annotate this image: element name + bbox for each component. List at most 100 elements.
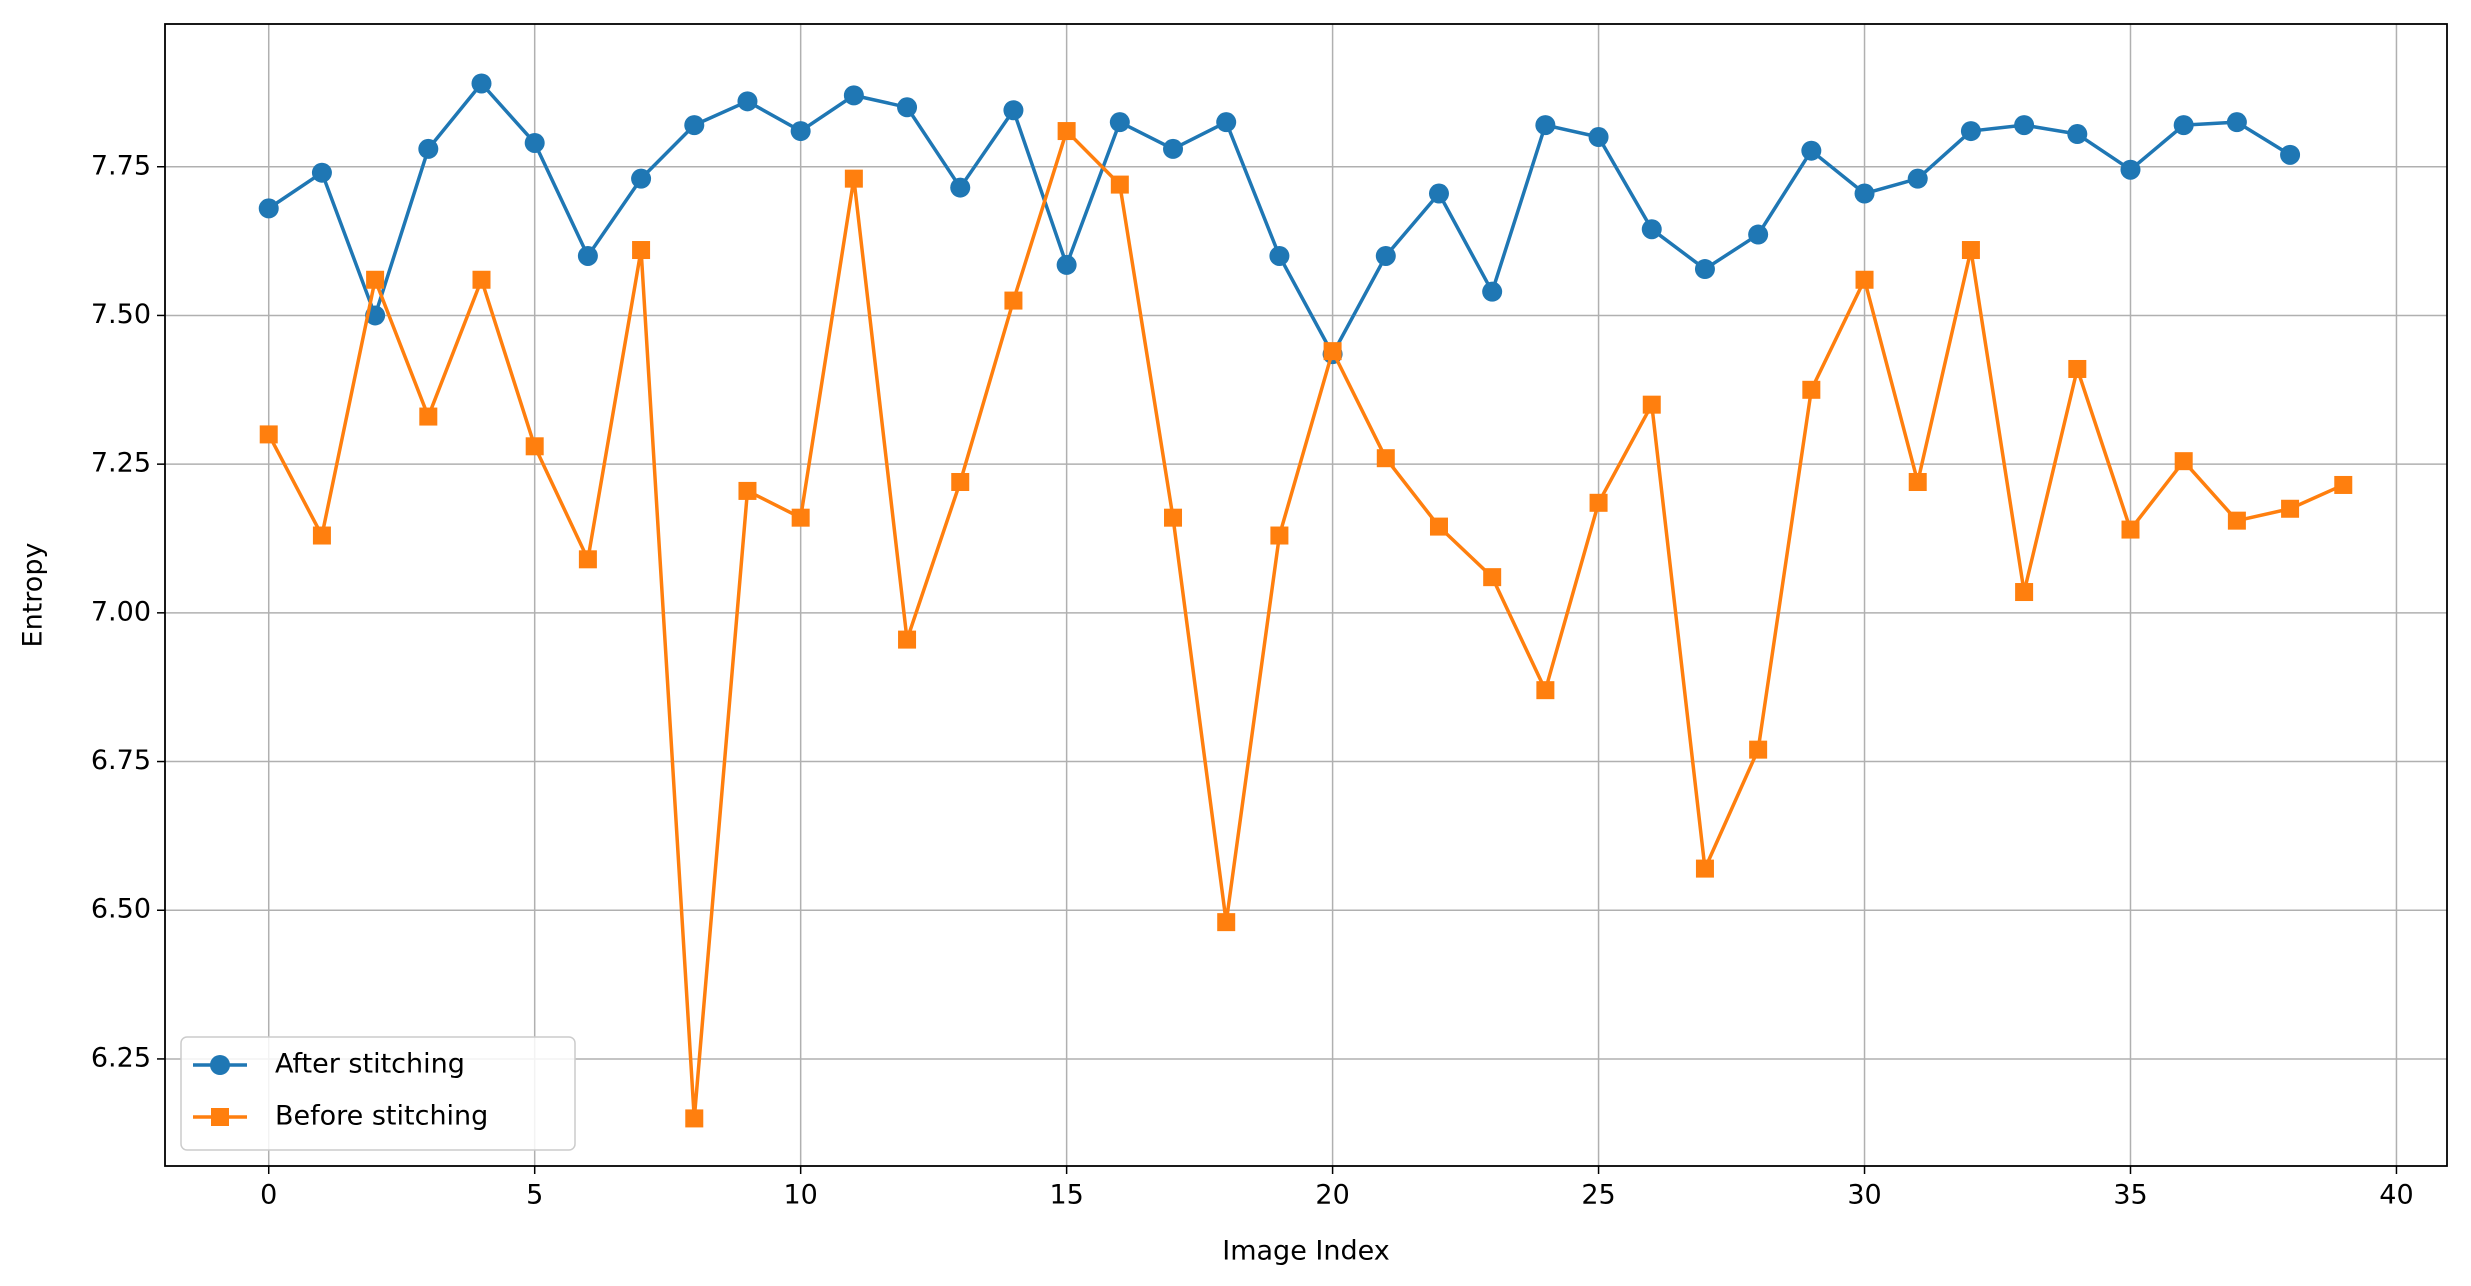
x-tick-label: 30 (1847, 1180, 1881, 1211)
marker (2014, 115, 2035, 136)
marker (1588, 127, 1609, 148)
marker (1163, 138, 1184, 159)
legend-marker (210, 1055, 230, 1075)
marker (472, 270, 491, 289)
marker (1216, 112, 1237, 133)
marker (2226, 112, 2247, 133)
x-tick-label: 35 (2113, 1180, 2147, 1211)
marker (2121, 520, 2140, 539)
marker (2173, 115, 2194, 136)
marker (1960, 121, 1981, 142)
y-tick-label: 7.75 (91, 150, 151, 181)
marker (366, 270, 385, 289)
series-line (267, 81, 2291, 356)
marker (419, 407, 438, 426)
marker (2015, 583, 2034, 602)
marker (1694, 259, 1715, 280)
y-tick-label: 6.75 (91, 745, 151, 776)
marker (2068, 359, 2087, 378)
marker (524, 132, 545, 153)
marker (1428, 183, 1449, 204)
y-tick-label: 7.25 (91, 448, 151, 479)
marker (1907, 168, 1928, 189)
marker (418, 138, 439, 159)
marker (684, 115, 705, 136)
plot-frame (164, 23, 2448, 1167)
marker (2281, 499, 2300, 518)
legend-label: After stitching (275, 1049, 465, 1080)
marker (631, 168, 652, 189)
marker (1376, 449, 1395, 468)
marker (577, 245, 598, 266)
marker (1057, 122, 1076, 141)
x-tick-label: 40 (2379, 1180, 2413, 1211)
marker (1854, 183, 1875, 204)
marker (1269, 245, 1290, 266)
marker (311, 162, 332, 183)
x-tick-label: 20 (1315, 1180, 1349, 1211)
marker (1855, 270, 1874, 289)
marker (685, 1109, 704, 1128)
marker (1589, 493, 1608, 512)
marker (737, 91, 758, 112)
marker (843, 85, 864, 106)
marker (2227, 511, 2246, 530)
marker (844, 169, 863, 188)
marker (1695, 859, 1714, 878)
marker (258, 198, 279, 219)
marker (1110, 175, 1129, 194)
marker (1323, 342, 1342, 361)
x-tick-label: 25 (1581, 1180, 1615, 1211)
marker (2067, 124, 2088, 145)
marker (1748, 224, 1769, 245)
series-line (267, 129, 2344, 1121)
marker (471, 73, 492, 94)
x-tick-label: 15 (1049, 1180, 1083, 1211)
marker (1429, 517, 1448, 536)
marker (1535, 115, 1556, 136)
marker (791, 508, 810, 527)
legend-box (180, 1036, 576, 1151)
x-tick-label: 0 (260, 1180, 277, 1211)
marker (738, 481, 757, 500)
marker (259, 425, 278, 444)
marker (1802, 380, 1821, 399)
marker (1217, 913, 1236, 932)
marker (1483, 568, 1502, 587)
marker (1375, 245, 1396, 266)
marker (312, 526, 331, 545)
marker (2334, 475, 2353, 494)
marker (897, 97, 918, 118)
marker (525, 437, 544, 456)
x-axis-label: Image Index (1222, 1236, 1389, 1267)
marker (1908, 472, 1927, 491)
grid (165, 24, 2447, 1166)
marker (1109, 112, 1130, 133)
legend: After stitching Before stitching (180, 1036, 576, 1151)
y-tick-label: 7.00 (91, 596, 151, 627)
marker (1164, 508, 1183, 527)
y-tick-label: 6.50 (91, 894, 151, 925)
marker (951, 472, 970, 491)
marker (578, 550, 597, 569)
x-tick-label: 5 (526, 1180, 543, 1211)
marker (950, 177, 971, 198)
marker (1801, 140, 1822, 161)
marker (1270, 526, 1289, 545)
y-axis-label: Entropy (18, 543, 49, 648)
marker (1536, 681, 1555, 700)
marker (1003, 100, 1024, 121)
marker (1004, 291, 1023, 310)
marker (1482, 281, 1503, 302)
marker (790, 121, 811, 142)
marker (1961, 241, 1980, 260)
marker (898, 630, 917, 649)
marker (1749, 740, 1768, 759)
marker (1056, 254, 1077, 275)
x-tick-label: 10 (783, 1180, 817, 1211)
marker (1641, 219, 1662, 240)
marker (632, 241, 651, 260)
legend-label: Before stitching (275, 1101, 488, 1132)
y-tick-label: 6.25 (91, 1042, 151, 1073)
